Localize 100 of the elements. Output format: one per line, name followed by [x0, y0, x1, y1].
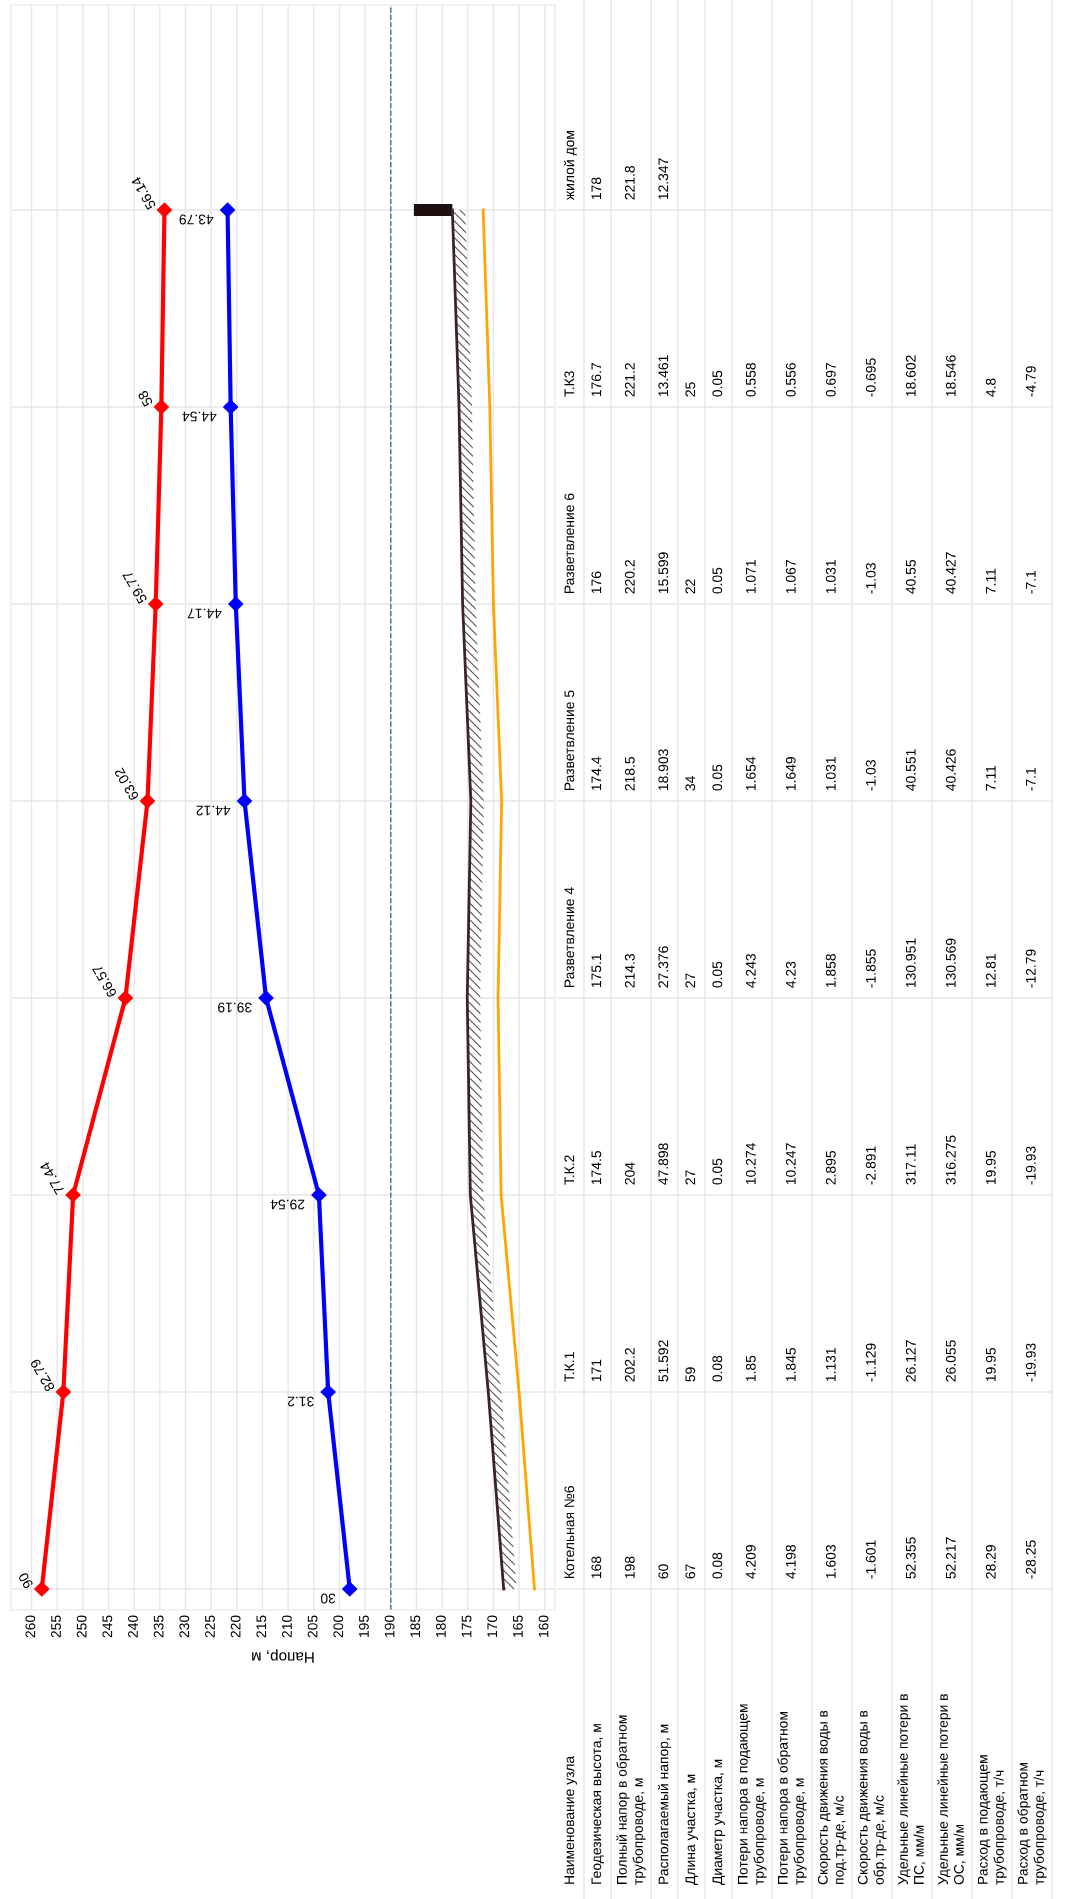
x-axis-title: Напор, м — [252, 1649, 314, 1663]
category-label: Длина участка, м — [685, 1774, 698, 1885]
text: 10.274 — [745, 1143, 756, 1185]
x-tick-label: 195 — [359, 1615, 369, 1637]
text: -19.93 — [1025, 1343, 1036, 1382]
text: 18.903 — [658, 749, 669, 791]
text: 1.031 — [825, 560, 836, 594]
text: 2.895 — [825, 1150, 836, 1185]
x-tick-label: 185 — [410, 1615, 421, 1637]
text: Наименование узла — [564, 1755, 577, 1884]
text: 7.11 — [986, 568, 996, 594]
text: 13.461 — [658, 355, 669, 397]
text: 27 — [685, 1170, 696, 1185]
point — [148, 596, 164, 612]
x-tick-label: 250 — [76, 1615, 87, 1638]
annotation: 58 — [137, 389, 154, 408]
text: -19.93 — [1025, 1146, 1036, 1185]
text: 7.11 — [986, 765, 996, 791]
text: 10.247 — [785, 1143, 796, 1185]
text: 130.951 — [905, 938, 916, 988]
text: 51.592 — [658, 1340, 669, 1382]
category-label: Удельные линейные потери в ПС, мм/м — [897, 1694, 926, 1885]
text: -1.129 — [865, 1343, 876, 1382]
text: 0.558 — [745, 363, 756, 397]
category-label: жилой дом — [563, 131, 577, 201]
text: 0.05 — [712, 1158, 723, 1185]
text: 218.5 — [624, 756, 635, 791]
text: 59 — [685, 1367, 696, 1382]
text: 4.23 — [785, 961, 796, 988]
text: -1.855 — [865, 949, 876, 988]
category-label: Расход в обратном трубопроводе, т/ч — [1017, 1762, 1047, 1885]
x-tick-label: 175 — [461, 1615, 472, 1637]
point — [311, 1187, 327, 1203]
x-tick-label: 235 — [153, 1615, 164, 1638]
text: -1.03 — [865, 563, 876, 594]
annotation: 44.17 — [187, 608, 222, 619]
category-label: Т.К3 — [564, 371, 575, 397]
text: 0.08 — [712, 1552, 723, 1579]
text: 12.81 — [985, 954, 996, 988]
text: 175.1 — [591, 954, 602, 988]
text: 22 — [685, 579, 696, 594]
text: 19.95 — [985, 1150, 996, 1185]
text: 60 — [658, 1564, 669, 1579]
text: 174.5 — [591, 1150, 602, 1185]
text: 0.556 — [785, 363, 796, 397]
text: 0.05 — [712, 961, 723, 988]
text: 1.067 — [785, 560, 796, 594]
text: 317.11 — [905, 1144, 916, 1185]
text: 1.845 — [785, 1347, 796, 1382]
text: 174.4 — [591, 756, 602, 791]
text: 40.426 — [945, 749, 956, 791]
text: 4.209 — [745, 1545, 756, 1579]
category-label: Разветвление 4 — [564, 887, 575, 988]
x-tick-label: 200 — [333, 1615, 344, 1638]
text: 4.8 — [985, 378, 996, 397]
category-label: Потери напора в обратном трубопроводе, м — [777, 1711, 807, 1885]
point — [258, 990, 274, 1006]
category-label: Удельные линейные потери в ОС, мм/м — [937, 1694, 966, 1885]
x-tick-label: 255 — [51, 1615, 61, 1638]
text: 130.569 — [945, 938, 956, 988]
text: -1.601 — [865, 1540, 876, 1579]
text: 67 — [685, 1564, 696, 1579]
text: 1.649 — [785, 757, 796, 791]
x-tick-label: 170 — [487, 1615, 498, 1637]
point — [156, 202, 173, 218]
text: 176.7 — [591, 363, 602, 397]
text: -28.25 — [1025, 1540, 1036, 1579]
annotation: 29.54 — [270, 1199, 305, 1210]
x-tick-label: 220 — [230, 1615, 241, 1638]
text: 221.2 — [624, 363, 635, 397]
text: 40.427 — [945, 552, 956, 594]
point — [223, 399, 239, 415]
text: 0.05 — [712, 764, 723, 791]
point — [220, 202, 236, 218]
point — [34, 1581, 50, 1597]
x-tick-label: 210 — [282, 1615, 292, 1638]
category-label: Разветвление 6 — [564, 493, 575, 594]
text: 27 — [685, 973, 696, 988]
point — [342, 1581, 358, 1597]
text: 1.85 — [745, 1355, 756, 1382]
category-label: Расход в подающем трубопроводе, т/ч — [977, 1755, 1007, 1885]
text: 28.29 — [985, 1545, 996, 1579]
text: 52.217 — [945, 1537, 956, 1579]
text: 171 — [591, 1359, 602, 1382]
text: 27.376 — [658, 946, 669, 988]
text: 34 — [685, 776, 696, 791]
text: 4.198 — [785, 1545, 796, 1579]
text: 1.131 — [825, 1348, 836, 1382]
category-label: Скорость движения воды в под.тр-де, м/с — [817, 1710, 847, 1885]
x-tick-label: 160 — [538, 1615, 549, 1637]
text: 15.599 — [658, 552, 669, 594]
x-tick-label: 230 — [179, 1615, 190, 1638]
point — [153, 399, 169, 415]
x-tick-label: 165 — [512, 1615, 523, 1637]
text: 214.3 — [624, 954, 635, 988]
text: 1.654 — [745, 756, 756, 791]
text: 0.08 — [712, 1355, 723, 1382]
point — [320, 1384, 336, 1400]
x-tick-label: 260 — [25, 1615, 36, 1638]
text: 40.55 — [905, 559, 916, 594]
